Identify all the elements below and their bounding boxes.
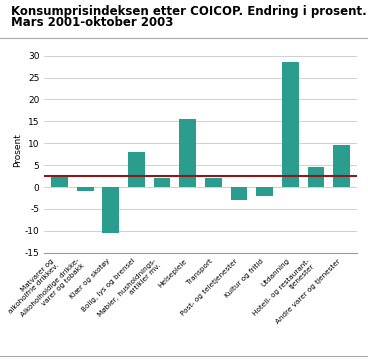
Bar <box>205 178 222 187</box>
Bar <box>103 187 119 233</box>
Text: Mars 2001-oktober 2003: Mars 2001-oktober 2003 <box>11 16 173 29</box>
Text: Konsumprisindeksen etter COICOP. Endring i prosent.: Konsumprisindeksen etter COICOP. Endring… <box>11 5 367 18</box>
Y-axis label: Prosent: Prosent <box>13 133 22 167</box>
Bar <box>128 152 145 187</box>
Bar <box>256 187 273 196</box>
Bar <box>282 62 298 187</box>
Bar <box>51 175 68 187</box>
Bar <box>77 187 93 191</box>
Bar <box>231 187 247 200</box>
Bar <box>308 168 324 187</box>
Bar <box>333 145 350 187</box>
Bar <box>180 119 196 187</box>
Bar <box>154 178 170 187</box>
